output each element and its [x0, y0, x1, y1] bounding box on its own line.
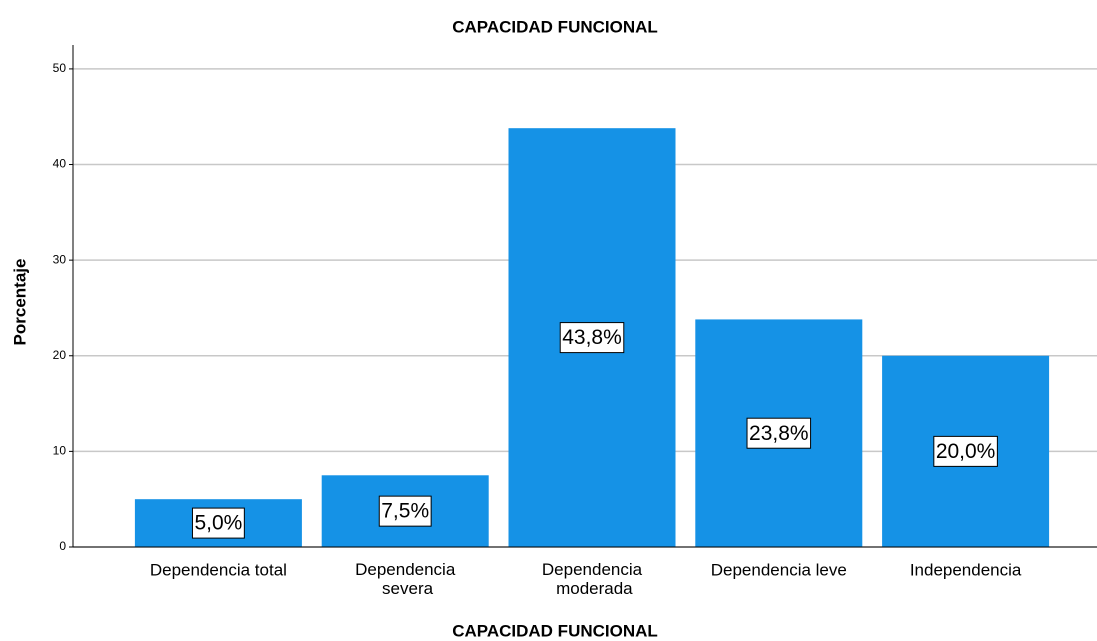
y-tick-label: 40 — [53, 157, 67, 171]
x-axis-label: CAPACIDAD FUNCIONAL — [452, 621, 658, 640]
value-label: 20,0% — [936, 440, 996, 463]
value-label: 7,5% — [381, 500, 429, 523]
x-tick-label: Dependencia severa — [355, 560, 456, 598]
y-tick-label: 10 — [53, 444, 67, 458]
chart-title: CAPACIDAD FUNCIONAL — [452, 17, 658, 36]
x-tick-label: Independencia — [910, 560, 1022, 579]
value-label-box — [559, 322, 625, 354]
y-tick-label: 0 — [59, 539, 66, 553]
x-tick-label: Dependencia total — [150, 560, 287, 579]
y-tick-label: 30 — [53, 252, 67, 266]
y-tick-label: 50 — [53, 61, 67, 75]
y-tick-label: 20 — [53, 348, 67, 362]
y-axis-label: Porcentaje — [10, 259, 29, 346]
value-label: 23,8% — [749, 422, 809, 445]
value-label-box — [191, 507, 245, 539]
value-label-box — [933, 435, 998, 467]
value-label: 43,8% — [562, 326, 622, 349]
x-tick-label: Dependencia leve — [711, 560, 847, 579]
value-label-box — [746, 417, 812, 449]
x-tick-label: Dependencia moderada — [542, 560, 643, 598]
value-label: 5,0% — [194, 512, 242, 535]
value-label-box — [378, 495, 432, 527]
